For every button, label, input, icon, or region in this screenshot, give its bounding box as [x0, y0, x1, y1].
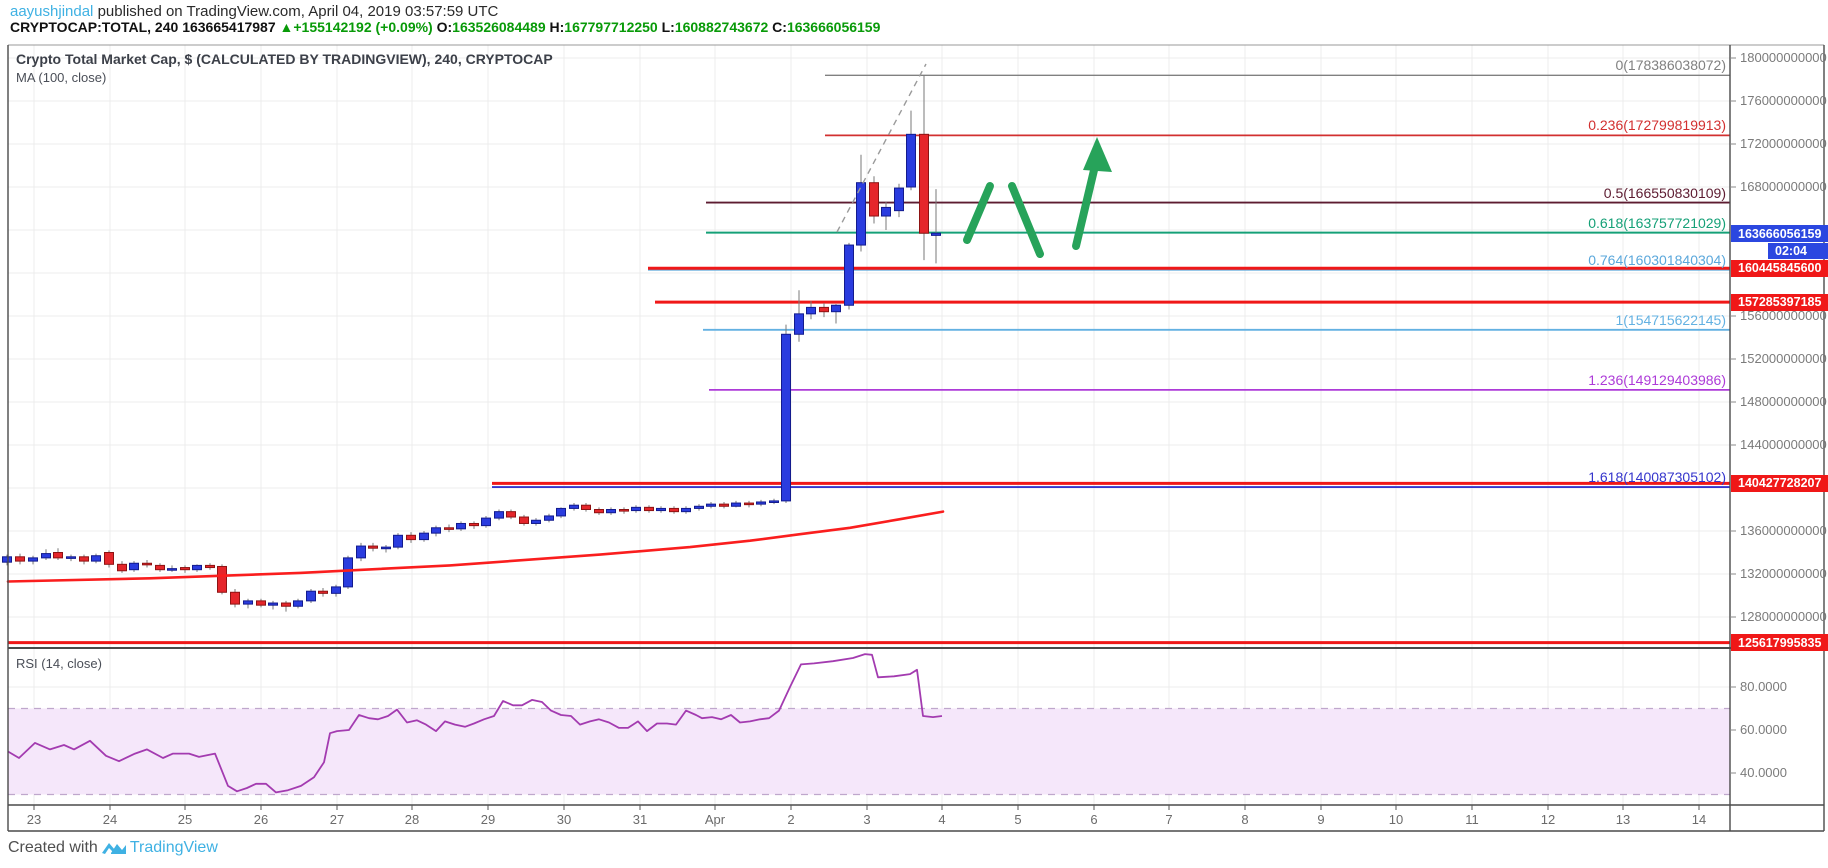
time-axis-tick[interactable]: 8	[1241, 812, 1249, 827]
time-axis-tick[interactable]: Apr	[704, 812, 726, 827]
rsi-axis-tick: 80.0000	[1740, 679, 1787, 694]
fib-level-label-1: 1(154715622145)	[1615, 311, 1726, 328]
fib-level-label-1.618: 1.618(140087305102)	[1588, 469, 1726, 486]
time-axis-tick[interactable]: 26	[253, 812, 269, 827]
alert-price-lines[interactable]	[8, 266, 1730, 645]
username-link[interactable]: aayushjindal	[10, 3, 94, 20]
price-axis-tick: 128000000000	[1740, 609, 1827, 624]
fib-level-label-0: 0(178386038072)	[1615, 57, 1726, 74]
time-axis-tick[interactable]: 9	[1317, 812, 1325, 827]
price-change: +155142192 (+0.09%)	[293, 19, 433, 35]
alert-price-tag: 157285397185	[1731, 293, 1828, 311]
alert-price-tag: 140427728207	[1731, 474, 1828, 492]
low-value: 160882743672	[674, 19, 769, 35]
open-value: 163526084489	[452, 19, 546, 35]
time-axis-tick[interactable]: 31	[632, 812, 648, 827]
fib-level-label-1.236: 1.236(149129403986)	[1588, 371, 1726, 388]
time-axis-tick[interactable]: 27	[329, 812, 345, 827]
dashed-trendline[interactable]	[836, 63, 927, 233]
tradingview-logo-icon[interactable]	[101, 839, 126, 857]
time-axis-tick[interactable]: 30	[556, 812, 572, 827]
price-axis-tick: 156000000000	[1740, 308, 1827, 323]
rsi-line[interactable]	[7, 653, 943, 794]
symbol-label[interactable]: CRYPTOCAP:TOTAL, 240	[10, 19, 179, 35]
time-axis-tick[interactable]: 3	[863, 812, 871, 827]
high-value: 167797712250	[564, 19, 658, 35]
rsi-indicator-label[interactable]: RSI (14, close)	[16, 656, 102, 671]
time-axis-tick[interactable]: 11	[1465, 812, 1479, 827]
time-axis-tick[interactable]: 25	[177, 812, 193, 827]
time-axis-tick[interactable]: 28	[404, 812, 420, 827]
time-axis-tick[interactable]: 14	[1691, 812, 1707, 827]
last-price: 163665417987	[182, 19, 276, 35]
price-axis-tick: 144000000000	[1740, 437, 1827, 452]
grid-lines	[8, 45, 1730, 805]
tradingview-brand-text[interactable]: TradingView	[129, 839, 218, 856]
ma-indicator-label[interactable]: MA (100, close)	[16, 70, 107, 85]
price-axis-tick: 152000000000	[1740, 351, 1827, 366]
price-axis-tick: 148000000000	[1740, 394, 1827, 409]
published-text: published on TradingView.com, April 04, …	[97, 3, 499, 20]
quote-line: CRYPTOCAP:TOTAL, 240 163665417987 ▲+1551…	[10, 19, 880, 35]
time-axis-tick[interactable]: 29	[480, 812, 496, 827]
price-axis-tick: 136000000000	[1740, 523, 1827, 538]
alert-price-tag: 125617995835	[1731, 634, 1828, 652]
time-axis-tick[interactable]: 2	[787, 812, 795, 827]
low-label: L:	[661, 19, 675, 35]
price-axis-tick: 180000000000	[1740, 50, 1827, 65]
high-label: H:	[549, 19, 565, 35]
rsi-axis-tick: 60.0000	[1740, 722, 1787, 737]
fib-level-label-0.5: 0.5(166550830109)	[1603, 184, 1726, 201]
close-label: C:	[772, 19, 787, 35]
time-axis-tick[interactable]: 6	[1090, 812, 1098, 827]
rsi-overbought-oversold-band	[8, 707, 1730, 796]
price-axis-tick: 168000000000	[1740, 179, 1827, 194]
time-axis-tick[interactable]: 7	[1165, 812, 1173, 827]
ma-100-line[interactable]	[6, 510, 945, 583]
time-axis-tick[interactable]: 13	[1615, 812, 1631, 827]
chart-frame	[7, 44, 1825, 832]
chart-title[interactable]: Crypto Total Market Cap, $ (CALCULATED B…	[16, 51, 553, 67]
time-axis-tick[interactable]: 24	[102, 812, 118, 827]
time-axis-tick[interactable]: 23	[26, 812, 42, 827]
alert-price-tag: 160445845600	[1731, 259, 1828, 277]
footer-credit: Created with TradingView	[8, 839, 218, 857]
price-axis-tick: 172000000000	[1740, 136, 1827, 151]
fib-level-label-0.618: 0.618(163757721029)	[1588, 214, 1726, 231]
time-axis-tick[interactable]: 10	[1388, 812, 1404, 827]
last-price-tag: 163666056159	[1731, 225, 1828, 243]
price-axis-tick: 132000000000	[1740, 566, 1827, 581]
fib-level-label-0.236: 0.236(172799819913)	[1588, 117, 1726, 134]
time-axis-tick[interactable]: 5	[1014, 812, 1022, 827]
created-with-text: Created with	[8, 839, 98, 856]
candlestick-series[interactable]	[2, 75, 941, 612]
close-value: 163666056159	[786, 19, 881, 35]
time-axis-tick[interactable]: 4	[938, 812, 946, 827]
drawn-green-arrows[interactable]	[963, 137, 1112, 258]
fib-level-label-0.764: 0.764(160301840304)	[1588, 251, 1726, 268]
up-arrow-icon: ▲	[279, 19, 294, 35]
price-axis-tick: 176000000000	[1740, 93, 1827, 108]
rsi-axis-tick: 40.0000	[1740, 765, 1787, 780]
bar-countdown-tag: 02:04	[1768, 242, 1828, 259]
fib-retracement-lines[interactable]	[492, 74, 1730, 488]
time-axis-tick[interactable]: 12	[1540, 812, 1556, 827]
open-label: O:	[436, 19, 453, 35]
publish-header: aayushjindal published on TradingView.co…	[10, 3, 498, 20]
